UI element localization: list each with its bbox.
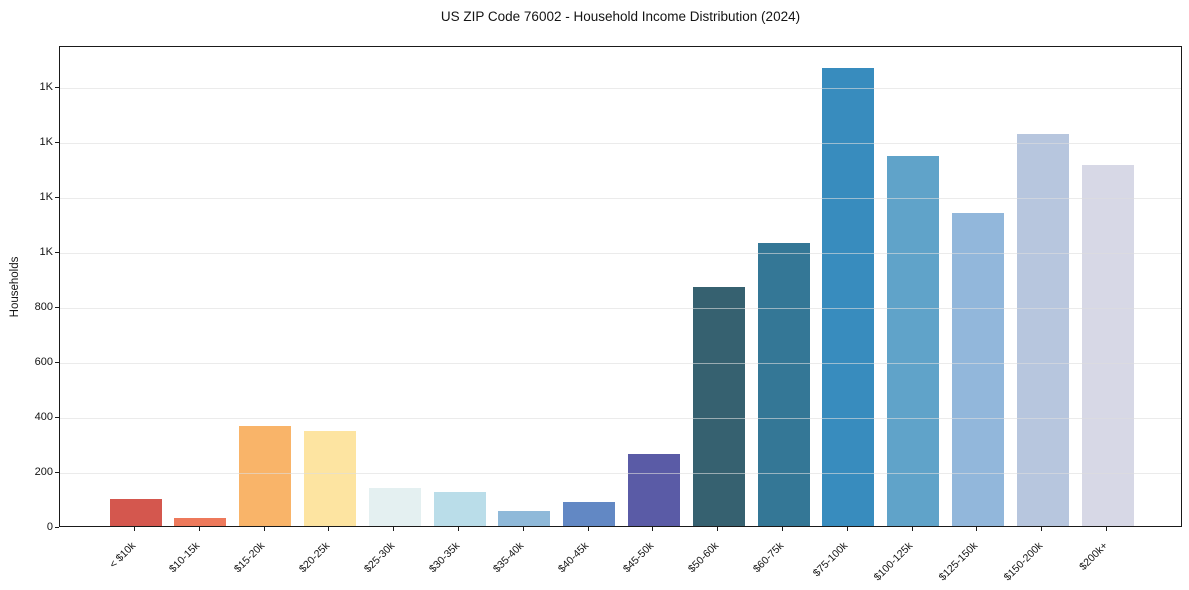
bar [757, 242, 810, 526]
y-tick-label: 800 [34, 300, 53, 313]
y-tick-mark [55, 251, 59, 253]
bar [822, 67, 875, 526]
x-tick-mark [911, 527, 913, 531]
y-tick-mark [55, 416, 59, 418]
y-tick-label: 1K [39, 190, 53, 203]
gridline [60, 143, 1181, 145]
y-tick-mark [55, 141, 59, 143]
x-tick-mark [263, 527, 265, 531]
y-tick-mark [55, 526, 59, 528]
y-tick-label: 0 [46, 520, 53, 533]
y-tick-mark [55, 306, 59, 308]
y-tick-mark [55, 361, 59, 363]
gridline [60, 363, 1181, 365]
bar [498, 511, 551, 526]
gridline [60, 473, 1181, 474]
x-tick-mark [717, 527, 719, 531]
bar [303, 431, 356, 526]
x-tick-mark [393, 527, 395, 531]
x-tick-mark [328, 527, 330, 531]
y-tick-mark [55, 86, 59, 88]
bar [109, 499, 162, 526]
bar [239, 426, 292, 526]
y-tick-label: 1K [39, 245, 53, 258]
y-tick-label: 400 [34, 410, 53, 423]
x-tick-mark [781, 527, 784, 531]
bar [692, 286, 745, 526]
bar [433, 492, 486, 526]
bar [563, 502, 616, 526]
x-tick-mark [846, 527, 848, 531]
bar [627, 454, 680, 526]
gridline [60, 418, 1181, 420]
x-tick-mark [457, 527, 460, 531]
y-tick-label: 200 [34, 465, 53, 478]
y-tick-mark [55, 196, 59, 198]
y-tick-mark [55, 471, 59, 473]
plot-area [59, 46, 1182, 527]
x-tick-mark [1041, 527, 1043, 531]
chart-title: US ZIP Code 76002 - Household Income Dis… [440, 9, 801, 24]
x-tick-mark [133, 527, 136, 531]
gridline [60, 253, 1181, 255]
bar [368, 488, 421, 526]
bar [951, 212, 1004, 526]
x-tick-mark [652, 527, 654, 531]
y-tick-label: 1K [39, 135, 53, 148]
x-tick-mark [522, 527, 524, 531]
gridline [60, 198, 1181, 200]
bar [1081, 164, 1134, 526]
x-tick-mark [1105, 527, 1108, 531]
bar [887, 155, 940, 526]
y-tick-label: 600 [34, 355, 53, 368]
gridline [60, 88, 1181, 90]
bar [1016, 133, 1069, 526]
gridline [60, 308, 1181, 310]
x-tick-mark [976, 527, 978, 531]
x-tick-mark [587, 527, 589, 531]
y-tick-label: 1K [39, 80, 53, 93]
bar [174, 518, 227, 526]
x-tick-mark [198, 527, 200, 531]
x-tick-label: < $10k [106, 539, 138, 571]
